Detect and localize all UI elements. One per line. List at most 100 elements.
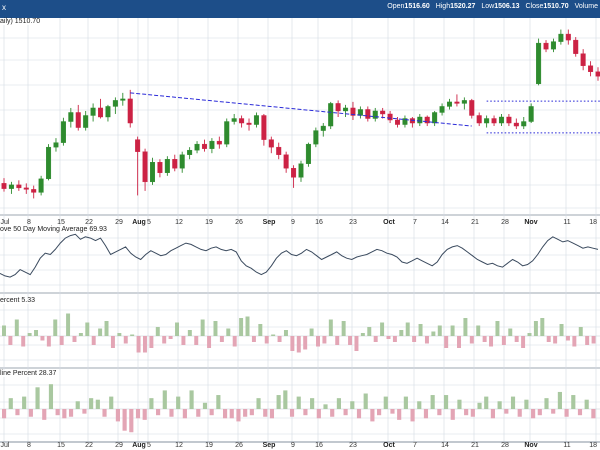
candle-body xyxy=(8,184,14,189)
decline-panel-bar xyxy=(504,409,509,414)
decline-panel-bar xyxy=(417,401,422,409)
low-value: 1506.13 xyxy=(494,3,520,10)
decline-panel-bar xyxy=(283,390,288,409)
decline-panel-bar xyxy=(202,402,208,409)
percent-panel-bar xyxy=(296,336,301,353)
percent-panel-bar xyxy=(2,325,6,336)
candle-body xyxy=(149,162,156,183)
candle-body xyxy=(276,146,282,155)
candle-body xyxy=(424,116,430,124)
candle-body xyxy=(209,140,215,149)
close-label: Close xyxy=(525,3,544,10)
candle-body xyxy=(90,107,96,116)
percent-panel-bar xyxy=(572,336,577,347)
decline-panel-bar xyxy=(176,396,181,409)
candle-body xyxy=(261,115,267,140)
candle-body xyxy=(513,122,519,127)
x-tick-label: 5 xyxy=(147,442,151,449)
percent-panel-bar xyxy=(175,322,180,336)
candle-body xyxy=(350,107,356,116)
decline-panel-bar xyxy=(470,409,475,417)
x-tick-label: 15 xyxy=(57,219,65,226)
percent-panel-bar xyxy=(501,336,506,345)
candle-body xyxy=(328,103,334,127)
percent-panel-bar xyxy=(239,318,244,336)
percent-panel-bar xyxy=(399,330,404,336)
percent-panel-bar xyxy=(271,334,276,336)
decline-panel-bar xyxy=(22,396,27,409)
candle-body xyxy=(395,119,401,125)
decline-panel-bar xyxy=(397,409,402,420)
candle-body xyxy=(38,178,44,193)
x-tick-label: 7 xyxy=(413,219,417,226)
decline-panel-bar xyxy=(517,409,522,417)
percent-panel-bar xyxy=(437,325,442,336)
decline-panel-bar xyxy=(2,409,7,419)
percent-panel-bar xyxy=(130,334,135,336)
percent-panel-bar xyxy=(34,330,39,336)
decline-panel-bar xyxy=(544,398,549,409)
percent-panel-bar xyxy=(341,321,346,336)
high-label: High xyxy=(435,3,451,10)
candle-body xyxy=(454,101,460,104)
candle-body xyxy=(402,118,408,125)
percent-panel-bar xyxy=(373,336,378,342)
percent-panel-bar xyxy=(104,321,109,336)
percent-panel-bar xyxy=(418,324,423,336)
candle-body xyxy=(239,118,245,124)
decline-panel-bar xyxy=(102,409,107,417)
candle-body xyxy=(291,168,297,178)
percent-panel-bar xyxy=(514,336,519,342)
x-tick-label: 26 xyxy=(235,442,243,449)
decline-panel-bar xyxy=(276,395,281,409)
decline-panel-bar xyxy=(269,409,275,419)
candle-body xyxy=(231,118,237,122)
candle-body xyxy=(484,118,490,124)
candle-body xyxy=(595,71,600,77)
percent-panel-bar xyxy=(14,319,19,336)
percent-panel-bar xyxy=(457,336,461,348)
decline-panel-bar xyxy=(524,399,529,409)
decline-panel-bar xyxy=(564,409,569,417)
candle-body xyxy=(343,107,349,112)
candle-body xyxy=(157,162,163,173)
percent-panel-bar xyxy=(149,336,154,348)
decline-panel-bar xyxy=(135,409,141,419)
candle-body xyxy=(135,139,141,152)
x-tick-label: 11 xyxy=(563,442,570,449)
x-tick-label: 12 xyxy=(175,219,183,226)
decline-panel-bar xyxy=(109,396,114,409)
decline-panel-bar xyxy=(577,409,583,416)
candle-body xyxy=(335,103,341,112)
x-tick-label: 15 xyxy=(57,442,65,449)
percent-panel-bar xyxy=(354,336,359,351)
percent-panel-bar xyxy=(123,336,128,344)
candle-body xyxy=(580,53,586,66)
x-tick-label: 16 xyxy=(315,219,323,226)
decline-panel-bar xyxy=(28,409,33,417)
x-tick-label: 29 xyxy=(115,442,123,449)
decline-panel-bar xyxy=(249,409,254,416)
percent-panel-bar xyxy=(213,321,218,336)
candle-body xyxy=(573,39,579,54)
x-tick-label: 28 xyxy=(501,442,509,449)
x-tick-label: 11 xyxy=(563,219,570,226)
decline-panel-bar xyxy=(296,396,301,409)
decline-panel-bar xyxy=(316,409,321,419)
decline-panel-bar xyxy=(142,409,147,420)
percent-panel-bar xyxy=(207,336,212,348)
decline-panel-bar xyxy=(551,409,556,414)
candle-body xyxy=(461,100,467,104)
volume-label: Volume xyxy=(574,3,598,10)
x-tick-label: 21 xyxy=(471,219,479,226)
percent-panel-bar xyxy=(476,325,481,336)
decline-panel-bar xyxy=(209,409,214,416)
percent-panel-bar xyxy=(290,336,295,351)
percent-panel-bar xyxy=(277,336,282,342)
percent-panel-bar xyxy=(444,336,449,348)
percent-panel-bar xyxy=(117,333,122,336)
percent-panel-bar xyxy=(162,336,167,344)
percent-panel-bar xyxy=(489,336,494,347)
x-tick-label: 22 xyxy=(85,442,93,449)
candle-body xyxy=(60,121,66,143)
